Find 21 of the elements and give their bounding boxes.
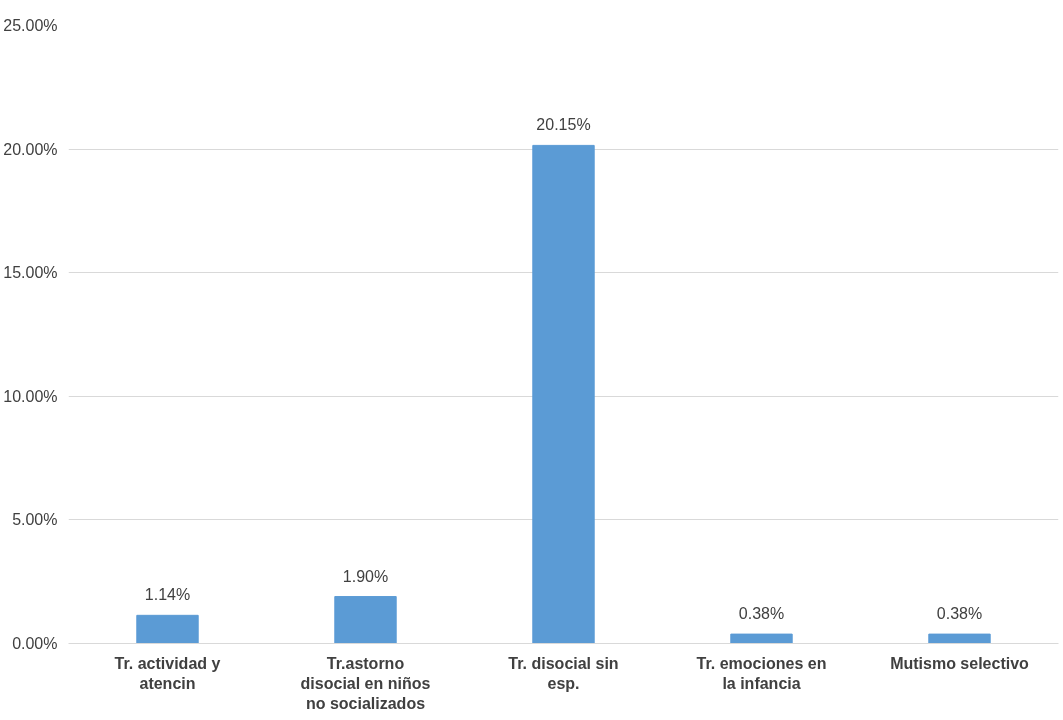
x-tick-label: Tr. actividad y atencin <box>114 654 221 692</box>
bar <box>136 614 199 644</box>
x-tick-label: Tr. emociones en la infancia <box>696 654 827 692</box>
x-tick-label: Tr.astorno disocial en niños no socializados <box>300 654 431 713</box>
data-label: 0.38% <box>738 605 785 623</box>
data-label: 0.38% <box>936 605 983 623</box>
y-tick-label: 0.00% <box>12 635 58 652</box>
bar <box>532 144 595 644</box>
y-tick-label: 15.00% <box>3 264 58 282</box>
data-label: 1.14% <box>144 586 191 604</box>
x-tick-label: Tr. disocial sin esp. <box>508 654 619 692</box>
bar <box>730 633 793 644</box>
y-tick-label: 10.00% <box>3 387 58 405</box>
data-label: 20.15% <box>536 116 591 134</box>
y-tick-label: 25.00% <box>3 17 58 34</box>
y-tick-label: 20.00% <box>3 140 58 158</box>
x-tick-label: Mutismo selectivo <box>890 654 1030 672</box>
bar <box>334 596 397 644</box>
bar <box>928 633 991 644</box>
data-label: 1.90% <box>342 567 389 585</box>
y-tick-label: 5.00% <box>12 511 58 529</box>
